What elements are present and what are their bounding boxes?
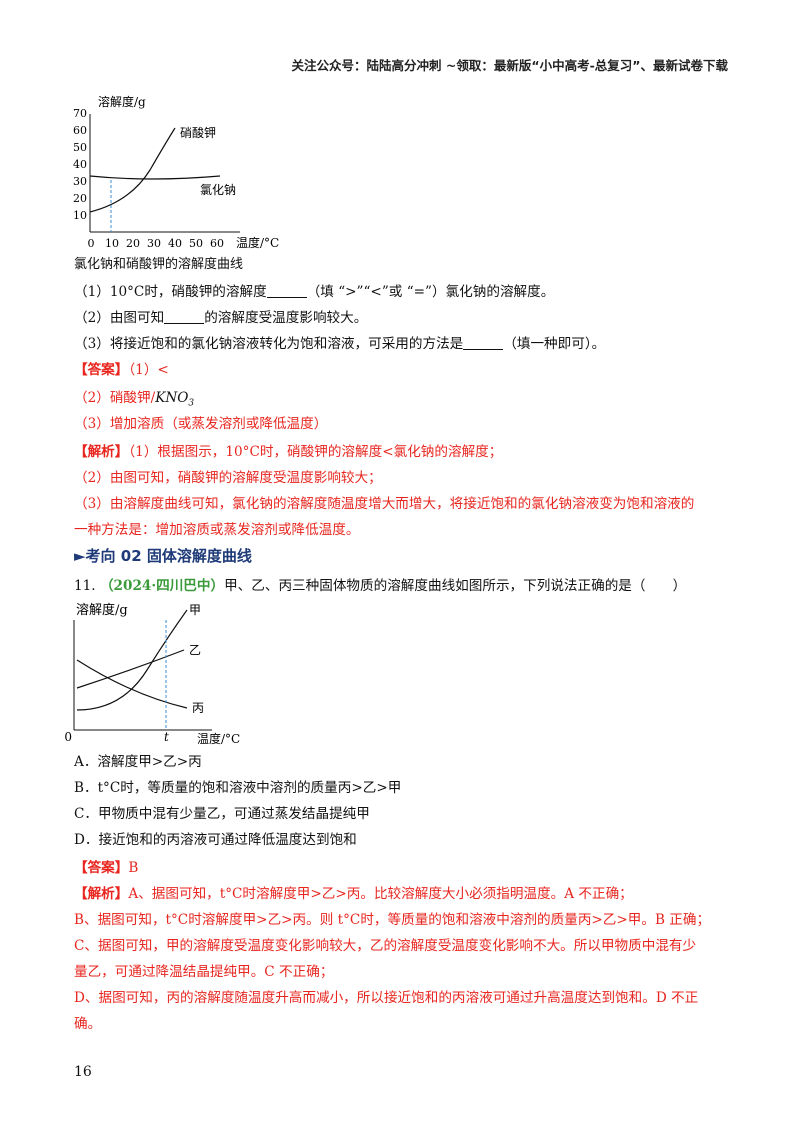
- q11-analysis-a: 【解析】A、据图可知，t°C时溶解度甲>乙>丙。比较溶解度大小必须指明温度。A …: [74, 884, 633, 904]
- y-tick-labels: 10 20 30 40 50 60 70: [73, 107, 87, 222]
- x-tick-0: 0: [88, 237, 95, 250]
- q11-analysis-d1: D、据图可知，丙的溶解度随温度升高而减小，所以接近饱和的丙溶液可通过升高温度达到…: [74, 990, 699, 1006]
- q10-analysis-1-text: （1）根据图示，10°C时，硝酸钾的溶解度<氯化钠的溶解度；: [128, 444, 503, 460]
- x-tick-10: 10: [105, 237, 119, 250]
- y-tick-20: 20: [73, 192, 87, 205]
- q10-answer-1: 【答案】（1）<: [74, 360, 169, 380]
- q10-answer-3: （3）增加溶质（或蒸发溶剂或降低温度）: [74, 416, 328, 432]
- q11-analysis-c2: 量乙，可通过降温结晶提纯甲。C 不正确；: [74, 964, 334, 980]
- q11-answer: 【答案】B: [74, 858, 138, 878]
- kno3-formula-main: KNO: [155, 390, 189, 406]
- y-tick-60: 60: [73, 124, 87, 137]
- x-tick-20: 20: [126, 237, 140, 250]
- q10-part-2-blank: [164, 309, 205, 324]
- section-heading: ►考向 02 固体溶解度曲线: [74, 545, 252, 566]
- q10-part-1: （1）10°C时，硝酸钾的溶解度 （填 “>”“<”或 “=”）氯化钠的溶解度。: [74, 282, 554, 302]
- q10-part-3: （3）将接近饱和的氯化钠溶液转化为饱和溶液，可采用的方法是 （填一种即可）。: [74, 334, 605, 354]
- q10-part-1-text-a: （1）10°C时，硝酸钾的溶解度: [74, 284, 267, 300]
- analysis-tag: 【解析】: [74, 886, 129, 902]
- solubility-curve-figure-1: 溶解度/g 10 20 30 40 50 60 70 0 10 20 30 40…: [73, 94, 279, 250]
- q10-part-3-blank: [463, 335, 504, 350]
- t-tick-label: t: [164, 730, 169, 744]
- kno3-curve: [89, 127, 176, 213]
- q11-option-c: C．甲物质中混有少量乙，可通过蒸发结晶提纯甲: [74, 806, 370, 822]
- x-axis-label: 温度/°C: [236, 235, 279, 250]
- y-axis-label: 溶解度/g: [76, 602, 128, 618]
- y-tick-10: 10: [73, 209, 87, 222]
- q11-analysis-c1: C、据图可知，甲的溶解度受温度变化影响较大，乙的溶解度受温度变化影响不大。所以甲…: [74, 938, 697, 954]
- q10-answer-1-text: （1）<: [128, 362, 169, 378]
- y-axis-label: 溶解度/g: [98, 94, 146, 109]
- x-axis-label: 温度/°C: [197, 731, 240, 746]
- q11-source: （2024·四川巴中）: [99, 578, 225, 594]
- y-tick-30: 30: [73, 175, 87, 188]
- yi-label: 乙: [189, 643, 201, 657]
- kno3-label: 硝酸钾: [180, 125, 216, 140]
- q10-answer-2: （2）硝酸钾/KNO3: [74, 388, 194, 414]
- q11-option-a: A．溶解度甲>乙>丙: [74, 754, 202, 770]
- nacl-label: 氯化钠: [200, 182, 236, 197]
- analysis-tag: 【解析】: [74, 444, 129, 460]
- q10-answer-2-text: （2）硝酸钾/: [74, 390, 156, 406]
- y-tick-40: 40: [73, 158, 87, 171]
- q10-part-3-text-b: （填一种即可）。: [503, 336, 606, 352]
- kno3-formula: KNO3: [155, 390, 195, 409]
- solubility-curve-figure-2: 溶解度/g 0 温度/°C t 甲 乙 丙: [64, 602, 240, 746]
- x-tick-60: 60: [210, 237, 224, 250]
- answer-tag: 【答案】: [74, 362, 129, 378]
- q11-number: 11.: [74, 578, 96, 594]
- q10-analysis-2: （2）由图可知，硝酸钾的溶解度受温度影响较大；: [74, 470, 382, 486]
- q10-analysis-1: 【解析】（1）根据图示，10°C时，硝酸钾的溶解度<氯化钠的溶解度；: [74, 442, 502, 462]
- section-title: 考向 02 固体溶解度曲线: [85, 547, 252, 565]
- jia-curve: [76, 609, 188, 711]
- page-number: 16: [74, 1064, 92, 1080]
- nacl-curve: [89, 175, 221, 180]
- kno3-formula-subscript: 3: [188, 398, 195, 409]
- y-tick-70: 70: [73, 107, 87, 120]
- x-tick-50: 50: [189, 237, 203, 250]
- q11-analysis-b: B、据图可知，t°C时溶解度甲>乙>丙。则 t°C时，等质量的饱和溶液中溶剂的质…: [74, 912, 711, 928]
- answer-tag: 【答案】: [74, 860, 129, 876]
- bing-curve: [76, 659, 188, 709]
- jia-label: 甲: [189, 603, 201, 617]
- x-tick-labels: 0 10 20 30 40 50 60: [88, 237, 225, 250]
- page-header: 关注公众号：陆陆高分冲刺 ~领取：最新版“小中高考-总复习”、最新试卷下载: [291, 58, 728, 73]
- bing-label: 丙: [192, 701, 204, 715]
- q11-stem-text: 甲、乙、丙三种固体物质的溶解度曲线如图所示，下列说法正确的是（ ）: [224, 578, 687, 594]
- q10-part-3-text-a: （3）将接近饱和的氯化钠溶液转化为饱和溶液，可采用的方法是: [74, 336, 464, 352]
- q11-answer-text: B: [128, 860, 139, 876]
- q10-analysis-3b: 一种方法是：增加溶质或蒸发溶剂或降低温度。: [74, 522, 360, 538]
- origin-label: 0: [64, 730, 72, 744]
- q10-part-1-blank: [266, 283, 307, 298]
- q10-part-1-text-b: （填 “>”“<”或 “=”）氯化钠的溶解度。: [306, 284, 555, 300]
- q10-part-2-text-b: 的溶解度受温度影响较大。: [204, 310, 368, 326]
- figure-1-caption: 氯化钠和硝酸钾的溶解度曲线: [74, 257, 244, 272]
- x-tick-30: 30: [147, 237, 161, 250]
- q11-analysis-d2: 确。: [74, 1016, 102, 1032]
- q11-option-b: B．t°C时，等质量的饱和溶液中溶剂的质量丙>乙>甲: [74, 780, 402, 796]
- q10-part-2: （2）由图可知 的溶解度受温度影响较大。: [74, 308, 367, 328]
- q10-analysis-3a: （3）由溶解度曲线可知，氯化钠的溶解度随温度增大而增大，将接近饱和的氯化钠溶液变…: [74, 496, 695, 512]
- q11-option-d: D．接近饱和的丙溶液可通过降低温度达到饱和: [74, 832, 357, 848]
- q11-stem: 11. （2024·四川巴中）甲、乙、丙三种固体物质的溶解度曲线如图所示，下列说…: [74, 576, 686, 596]
- x-tick-40: 40: [168, 237, 182, 250]
- q11-analysis-a-text: A、据图可知，t°C时溶解度甲>乙>丙。比较溶解度大小必须指明温度。A 不正确；: [128, 886, 633, 902]
- section-marker-icon: ►: [74, 547, 86, 565]
- q10-part-2-text-a: （2）由图可知: [74, 310, 165, 326]
- y-tick-50: 50: [73, 141, 87, 154]
- yi-curve: [76, 649, 185, 689]
